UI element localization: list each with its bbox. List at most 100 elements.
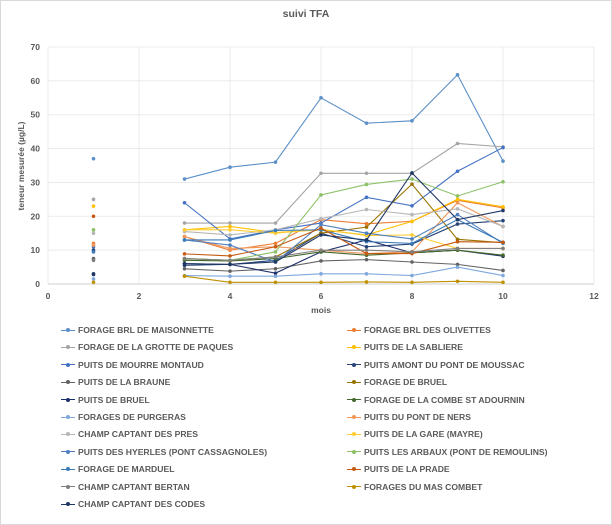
legend-swatch (347, 396, 361, 404)
data-point (410, 203, 414, 208)
legend-swatch (61, 500, 75, 508)
data-point (319, 272, 323, 276)
data-point (410, 260, 414, 264)
y-axis-label: teneur mesurée (µg/L) (16, 121, 26, 210)
data-point (273, 260, 278, 264)
data-point (455, 217, 460, 222)
data-point (273, 280, 278, 285)
legend-label: PUITS DE LA BRAUNE (78, 377, 171, 388)
series-6 (91, 256, 505, 273)
data-point (455, 265, 460, 269)
y-tick-label: 10 (31, 245, 41, 255)
data-point (364, 207, 369, 212)
legend-item: PUITS DE MOURRE MONTAUD (61, 360, 204, 370)
data-point (455, 200, 460, 205)
data-point (455, 246, 460, 251)
legend-item: PUITS LES ARBAUX (PONT DE REMOULINS) (347, 447, 548, 457)
legend-item: FORAGE BRL DES OLIVETTES (347, 325, 491, 335)
chart-title: suivi TFA (283, 8, 330, 20)
data-point (501, 208, 505, 213)
data-point (364, 231, 369, 236)
data-point (182, 200, 187, 205)
legend-item: CHAMP CAPTANT DES PRES (61, 429, 198, 439)
data-point (91, 197, 96, 202)
data-point (364, 272, 369, 276)
data-point (410, 119, 414, 123)
data-point (228, 238, 232, 242)
data-point (455, 194, 460, 198)
legend-item: FORAGE DE BRUEL (347, 377, 447, 387)
legend-swatch (61, 448, 75, 456)
data-point (273, 271, 278, 275)
series-17 (91, 214, 505, 258)
data-point (455, 279, 460, 284)
data-point (182, 261, 187, 266)
data-point (182, 256, 187, 261)
data-point (410, 182, 414, 186)
data-point (455, 141, 460, 146)
legend-label: FORAGE DE LA COMBE ST ADOURNIN (364, 394, 525, 405)
data-point (410, 241, 414, 246)
data-point (273, 228, 278, 233)
series-line (184, 199, 504, 251)
series-18 (91, 246, 505, 263)
data-point (455, 197, 460, 202)
legend-swatch (61, 326, 75, 334)
series-line (184, 213, 504, 263)
y-tick-label: 0 (35, 279, 40, 289)
data-point (228, 258, 232, 263)
data-point (228, 221, 232, 225)
legend-item: PUITS DE BRUEL (61, 395, 150, 405)
legend-swatch (61, 396, 75, 404)
data-point (364, 238, 369, 242)
data-point (182, 228, 187, 232)
data-point (91, 156, 96, 161)
legend-label: FORAGE BRL DES OLIVETTES (364, 325, 491, 335)
data-point (364, 121, 369, 125)
legend-item: PUITS DES HYERLES (PONT CASSAGNOLES) (61, 447, 267, 457)
data-point (410, 280, 414, 285)
series-20 (91, 171, 505, 276)
data-point (501, 159, 505, 163)
legend-label: PUITS DE LA GARE (MAYRE) (364, 429, 483, 440)
data-point (182, 177, 187, 181)
data-point (182, 274, 187, 279)
y-tick-label: 20 (31, 211, 41, 221)
data-point (273, 160, 278, 164)
x-tick-label: 8 (410, 291, 415, 301)
data-point (319, 248, 323, 252)
data-point (319, 95, 323, 100)
series-line (184, 220, 504, 266)
data-point (364, 248, 369, 252)
tick-labels: 0 10 20 30 40 50 60 70 0 2 4 6 8 10 12 (31, 42, 599, 301)
legend-item: PUITS DE LA BRAUNE (61, 377, 170, 387)
series-line (184, 208, 504, 236)
legend-label: PUITS DU PONT DE NERS (364, 412, 471, 422)
data-point (182, 266, 187, 271)
series-10 (91, 265, 505, 281)
data-point (410, 237, 414, 241)
series-4 (91, 145, 505, 249)
legend-label: CHAMP CAPTANT DES CODES (78, 499, 206, 509)
data-point (91, 280, 96, 285)
data-point (182, 252, 187, 256)
series-line (184, 239, 504, 274)
data-point (319, 171, 323, 176)
data-point (455, 239, 460, 244)
legend-swatch (61, 483, 75, 491)
data-point (319, 259, 323, 263)
x-tick-label: 12 (589, 291, 599, 301)
legend-item: FORAGE DE MARDUEL (61, 464, 174, 474)
data-point (455, 212, 460, 217)
x-tick-label: 4 (228, 291, 233, 301)
legend-item: FORAGE BRL DE MAISONNETTE (61, 325, 214, 335)
series-line (184, 227, 504, 257)
data-point (501, 246, 505, 251)
legend-label: FORAGES DE PURGERAS (78, 412, 186, 422)
legend-swatch (347, 465, 361, 473)
series-line (184, 147, 504, 240)
data-point (364, 257, 369, 262)
data-point (364, 244, 369, 249)
legend-swatch (347, 430, 361, 438)
data-point (228, 233, 232, 237)
